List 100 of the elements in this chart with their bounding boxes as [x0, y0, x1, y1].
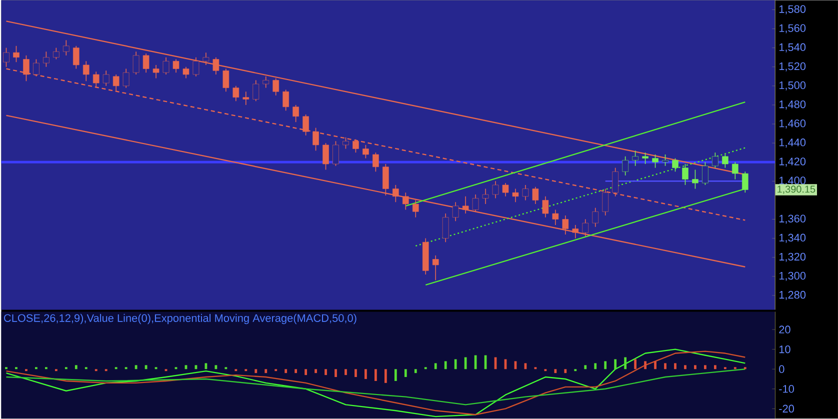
bar	[564, 369, 567, 374]
y-tick-label: 1,480	[779, 100, 806, 110]
y-tick-label: 1,420	[779, 158, 806, 167]
y-tick-label: -20	[779, 404, 794, 413]
candlestick	[532, 186, 539, 205]
candlestick	[282, 89, 289, 112]
candlestick	[132, 51, 140, 75]
y-tick-label: 1,400	[779, 176, 806, 186]
bar	[594, 363, 597, 370]
candlestick	[632, 150, 638, 166]
candlestick	[712, 152, 718, 168]
bar	[694, 365, 696, 370]
y-tick-label: 1,520	[779, 62, 806, 72]
y-tick-label: 20	[779, 326, 790, 334]
candlestick	[512, 188, 519, 203]
bar	[344, 369, 347, 376]
bar	[324, 369, 327, 376]
candlestick	[202, 52, 210, 66]
candlestick	[322, 142, 329, 170]
candlestick	[53, 48, 60, 60]
bar	[354, 369, 357, 378]
candlestick	[362, 144, 369, 159]
text: 1,390.15	[778, 186, 816, 194]
candlestick	[732, 162, 738, 180]
candlestick	[122, 68, 130, 88]
candlestick	[292, 104, 299, 123]
candlestick	[332, 140, 339, 166]
y-tick-label: 1,360	[779, 214, 806, 224]
bar	[554, 369, 557, 374]
candlestick	[82, 60, 90, 82]
candlestick	[13, 46, 20, 63]
y-tick-label: 1,440	[779, 138, 806, 148]
candlestick	[262, 76, 270, 88]
candlestick	[212, 57, 220, 75]
bar	[214, 365, 218, 370]
bar	[254, 369, 258, 374]
candlestick	[552, 209, 559, 226]
candlestick	[492, 180, 499, 199]
candlestick	[232, 86, 240, 102]
bar	[614, 359, 617, 370]
y-tick-label: 1,540	[779, 43, 806, 52]
candlestick	[582, 218, 589, 237]
candlestick	[412, 200, 419, 218]
candlestick	[192, 57, 200, 77]
candlestick	[462, 196, 469, 214]
bar	[624, 357, 627, 370]
bar	[304, 369, 307, 376]
bar	[604, 361, 607, 370]
candlestick	[312, 128, 319, 152]
bar	[464, 357, 467, 370]
candlestick	[172, 58, 180, 74]
candlestick	[542, 196, 549, 218]
candlestick	[63, 40, 70, 56]
candlestick	[382, 164, 389, 196]
bar	[334, 369, 337, 378]
bar	[634, 359, 637, 370]
candlestick	[682, 164, 688, 186]
bar	[644, 361, 646, 370]
candlestick	[162, 57, 170, 75]
candlestick	[222, 68, 230, 92]
y-tick-label: 0	[779, 365, 784, 374]
bar	[134, 365, 138, 370]
y-tick-label: 1,460	[779, 120, 806, 129]
bar	[404, 369, 407, 378]
bar	[584, 365, 587, 370]
candlestick	[622, 156, 628, 176]
bar	[414, 369, 417, 374]
candlestick	[572, 224, 579, 239]
candlestick	[142, 53, 150, 74]
candlestick	[272, 78, 279, 96]
candlestick	[242, 91, 250, 106]
bar	[434, 363, 437, 370]
candlestick	[452, 202, 459, 222]
candlestick	[432, 255, 439, 281]
candlestick	[352, 138, 359, 154]
bar	[454, 359, 457, 370]
bar	[684, 365, 686, 370]
bar	[394, 369, 397, 382]
bar	[374, 369, 377, 382]
bar	[444, 361, 447, 370]
candlestick	[642, 152, 648, 165]
y-tick-label: 1,340	[779, 234, 806, 243]
chart-title: CLOSE,26,12,9),Value Line(0),Exponential Moving Average(MACD,50,0)	[4, 314, 356, 324]
y-tick-label: 1,500	[779, 82, 806, 91]
candlestick	[392, 184, 399, 203]
candlestick	[92, 71, 100, 88]
candlestick	[612, 168, 618, 197]
candlestick	[662, 154, 668, 166]
candlestick	[602, 188, 608, 216]
candlestick	[742, 171, 748, 194]
candlestick	[152, 64, 160, 79]
candlestick	[472, 194, 479, 212]
candlestick	[692, 169, 698, 190]
bar	[384, 369, 387, 384]
candlestick	[112, 74, 120, 92]
y-tick-label: 1,280	[779, 291, 806, 300]
candlestick	[702, 162, 708, 186]
candlestick	[43, 51, 50, 68]
candlestick	[102, 70, 110, 86]
candlestick	[302, 114, 309, 136]
